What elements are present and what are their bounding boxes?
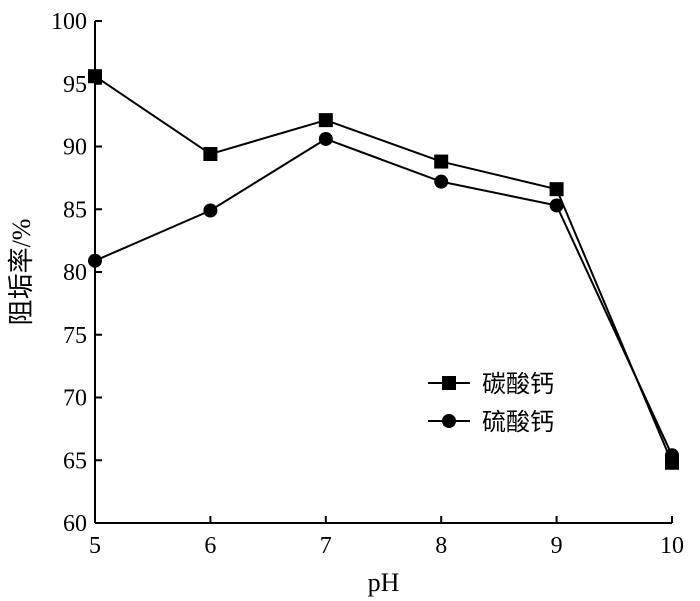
data-point bbox=[665, 448, 679, 463]
series-line bbox=[94, 75, 673, 464]
x-tick-label: 10 bbox=[660, 533, 684, 559]
data-point bbox=[88, 69, 102, 84]
y-tick-label: 100 bbox=[51, 9, 87, 35]
y-tick-label: 70 bbox=[63, 386, 87, 412]
x-axis-title: pH bbox=[368, 568, 400, 597]
y-tick-label: 95 bbox=[63, 72, 87, 98]
x-tick-label: 5 bbox=[89, 533, 101, 559]
data-point bbox=[549, 198, 564, 213]
legend-item: 碳酸钙 bbox=[428, 370, 554, 398]
series-calcium-sulfate bbox=[88, 131, 679, 463]
y-tick-label: 65 bbox=[63, 448, 87, 474]
data-point bbox=[318, 131, 333, 146]
data-point bbox=[434, 154, 449, 169]
series-layer bbox=[88, 69, 679, 470]
legend-label: 硫酸钙 bbox=[482, 408, 554, 436]
legend-label: 碳酸钙 bbox=[482, 370, 554, 398]
series-calcium-carbonate bbox=[88, 69, 679, 470]
y-tick-label: 60 bbox=[63, 511, 87, 537]
data-point bbox=[88, 253, 102, 268]
y-tick-label: 80 bbox=[63, 260, 87, 286]
legend-item: 硫酸钙 bbox=[428, 408, 554, 436]
legend-marker bbox=[442, 376, 456, 390]
data-point bbox=[549, 182, 564, 197]
y-axis-title: 阻垢率/% bbox=[7, 219, 36, 326]
data-point bbox=[203, 147, 218, 162]
x-tick-label: 6 bbox=[204, 533, 216, 559]
x-tick-label: 9 bbox=[551, 533, 563, 559]
y-tick-label: 90 bbox=[63, 135, 87, 161]
data-point bbox=[434, 174, 449, 189]
y-tick-label: 85 bbox=[63, 197, 87, 223]
data-point bbox=[318, 113, 333, 128]
x-tick-label: 7 bbox=[320, 533, 332, 559]
data-point bbox=[203, 203, 218, 218]
series-line bbox=[94, 137, 673, 456]
x-tick-label: 8 bbox=[435, 533, 447, 559]
legend-marker bbox=[442, 414, 456, 428]
y-tick-label: 75 bbox=[63, 323, 87, 349]
axes: 60 65 70 75 80 85 90 95 100 5 6 7 8 9 10 bbox=[51, 9, 684, 559]
